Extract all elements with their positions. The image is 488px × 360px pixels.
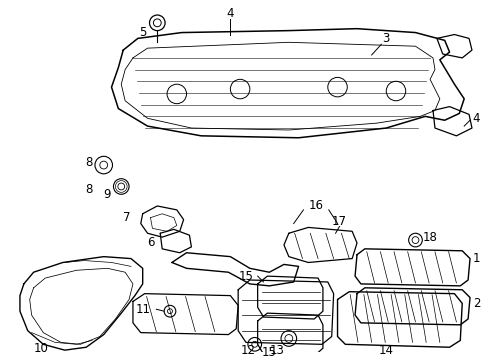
Text: 4: 4 [471,112,479,125]
Text: 12: 12 [240,344,255,357]
Text: 15: 15 [238,270,253,283]
Text: 1: 1 [472,252,480,265]
Text: 10: 10 [34,342,49,355]
Text: 7: 7 [123,211,131,224]
Text: 4: 4 [226,6,234,19]
Text: 13: 13 [269,344,284,357]
Text: 2: 2 [472,297,480,310]
Text: 9: 9 [102,188,110,201]
Text: 8: 8 [85,156,93,168]
Text: 17: 17 [331,215,346,228]
Text: 6: 6 [146,237,154,249]
Text: 16: 16 [308,199,323,212]
Text: 5: 5 [139,26,146,39]
Text: 3: 3 [382,32,389,45]
Text: 15: 15 [262,346,276,359]
Text: 18: 18 [422,231,437,244]
Text: 8: 8 [85,183,93,196]
Text: 11: 11 [135,303,150,316]
Text: 14: 14 [378,344,393,357]
